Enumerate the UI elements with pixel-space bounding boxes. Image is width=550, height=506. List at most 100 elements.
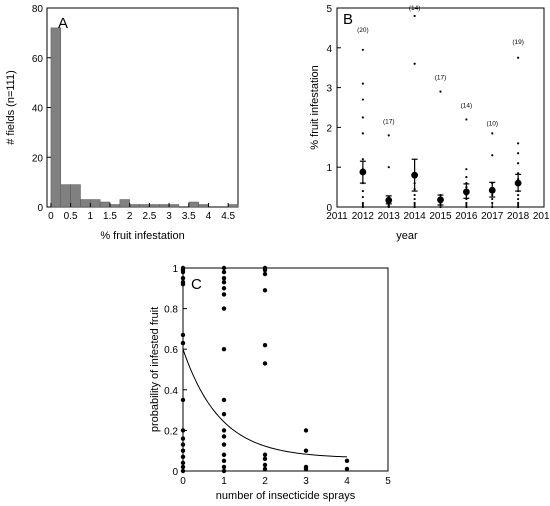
data-point	[491, 154, 494, 157]
x-tick-label: 0	[180, 476, 186, 487]
data-point	[221, 452, 227, 457]
panel-label: B	[343, 11, 353, 28]
data-point	[262, 271, 268, 277]
histogram-bar	[158, 204, 170, 208]
x-tick-label: 4.5	[221, 211, 235, 222]
y-tick-label: 5	[326, 4, 332, 15]
data-point	[221, 397, 227, 403]
y-tick-label: 4	[326, 44, 332, 55]
data-point	[413, 197, 416, 201]
data-point	[180, 275, 186, 281]
data-point	[465, 118, 468, 121]
y-tick-label: 1	[172, 264, 178, 275]
data-point	[387, 166, 390, 169]
data-point	[180, 442, 186, 447]
sample-size-label: (17)	[435, 75, 447, 82]
panel-a: 0 20 40 60 80 0 0.5 1 1.5 2 2.5 3 3.5 4 4.5 A % fruit in…	[5, 4, 239, 242]
sample-size-label: (14)	[461, 103, 473, 110]
x-axis-label: % fruit infestation	[100, 230, 184, 242]
fit-curve	[182, 349, 348, 458]
x-tick-label: 2017	[481, 211, 504, 222]
y-tick-label: 0.2	[164, 426, 178, 437]
data-point	[221, 286, 227, 291]
data-point	[221, 292, 227, 297]
data-point	[517, 172, 520, 175]
data-point	[517, 142, 520, 145]
x-tick-label: 3	[303, 476, 309, 487]
y-tick-label: 80	[32, 4, 44, 15]
y-tick-label: 1	[326, 163, 332, 174]
x-tick-label: 2013	[378, 211, 401, 222]
x-tick-label: 2012	[352, 211, 375, 222]
histogram-bar	[139, 204, 150, 208]
data-point	[180, 460, 186, 466]
data-point	[221, 442, 227, 447]
panel-label: C	[191, 276, 202, 293]
mean-point	[462, 188, 470, 196]
y-tick-label: 0.4	[164, 386, 178, 397]
data-point	[262, 456, 268, 462]
y-tick-label: 0	[37, 203, 43, 214]
mean-point	[437, 196, 444, 204]
y-axis-label: # fields (n=111)	[5, 70, 17, 145]
y-tick-label: 0.8	[164, 305, 178, 316]
data-point	[262, 361, 268, 366]
data-point	[465, 176, 468, 179]
data-point	[303, 428, 309, 433]
y-tick-label: 0	[172, 467, 178, 478]
histogram-bar	[60, 184, 71, 208]
sample-size-label: (17)	[383, 118, 395, 125]
panel-label: A	[58, 15, 68, 32]
mean-point	[488, 186, 496, 194]
x-tick-label: 1.5	[103, 211, 117, 222]
sample-size-label: (19)	[512, 39, 524, 46]
data-point	[221, 464, 227, 470]
sample-size-label: (20)	[357, 27, 369, 34]
data-point	[517, 162, 520, 165]
data-point	[517, 152, 520, 155]
x-tick-label: 3.5	[182, 211, 196, 222]
x-tick-label: 3	[166, 211, 172, 222]
y-tick-label: 40	[32, 104, 44, 115]
y-tick-label: 3	[326, 84, 332, 95]
data-point	[361, 116, 364, 119]
histogram-bar	[70, 184, 81, 208]
histogram-bar	[99, 201, 111, 208]
y-axis-label: probability of infested fruit	[149, 307, 161, 432]
plot-frame	[46, 7, 239, 208]
histogram-bar	[198, 204, 209, 208]
x-tick-label: 0	[48, 211, 54, 222]
data-point	[491, 197, 494, 201]
data-point	[361, 158, 364, 161]
histogram-bar	[188, 201, 199, 208]
data-point	[180, 454, 186, 459]
x-tick-label: 2	[127, 211, 133, 222]
plot-frame	[182, 267, 389, 472]
data-point	[180, 436, 186, 441]
y-tick-label: 2	[326, 123, 332, 134]
sample-size-label: (14)	[409, 5, 421, 12]
x-tick-label: 4	[206, 211, 212, 222]
data-point	[413, 193, 416, 197]
x-axis-label: number of insecticide sprays	[216, 490, 356, 502]
data-point	[413, 14, 416, 18]
data-point	[361, 132, 364, 135]
data-point	[221, 269, 227, 275]
data-point	[465, 168, 468, 171]
data-point	[517, 56, 520, 59]
data-point	[517, 197, 520, 201]
data-point	[262, 267, 268, 273]
data-point	[517, 193, 520, 197]
data-point	[491, 132, 494, 135]
data-point	[361, 189, 364, 193]
data-point	[180, 269, 186, 275]
x-tick-label: 5	[385, 476, 391, 487]
histogram-bar	[129, 204, 140, 208]
data-point	[361, 48, 364, 51]
x-tick-label: 1	[88, 211, 94, 222]
data-point	[180, 464, 186, 470]
data-point	[361, 98, 364, 101]
data-point	[221, 275, 227, 281]
data-point	[303, 448, 309, 453]
